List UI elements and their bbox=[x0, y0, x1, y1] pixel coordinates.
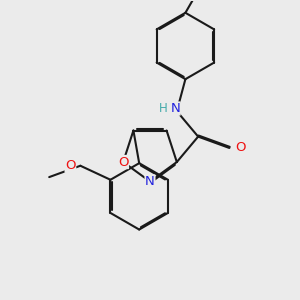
Text: N: N bbox=[170, 102, 180, 115]
Text: O: O bbox=[118, 155, 128, 169]
Text: O: O bbox=[65, 159, 76, 172]
Text: H: H bbox=[158, 102, 167, 115]
Text: O: O bbox=[236, 142, 246, 154]
Text: N: N bbox=[145, 175, 155, 188]
